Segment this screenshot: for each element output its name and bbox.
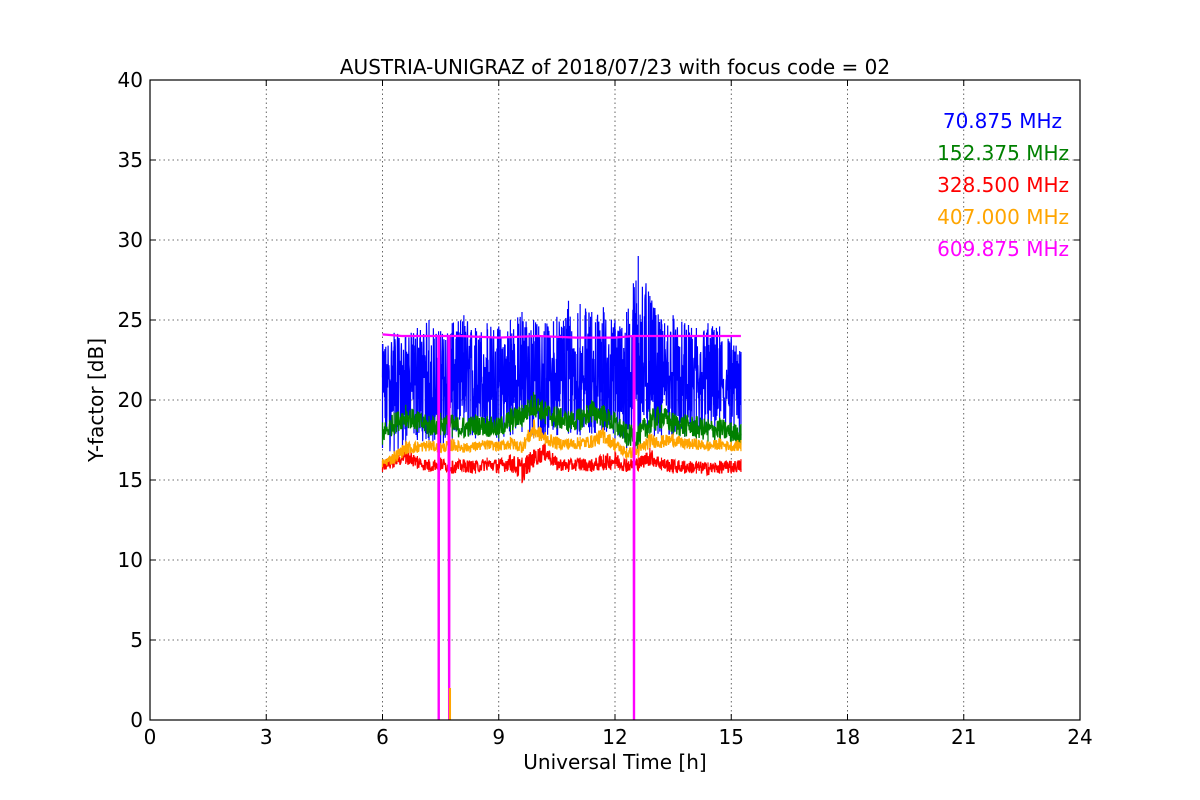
legend: 70.875 MHz 152.375 MHz 328.500 MHz 407.000 … <box>937 109 1069 261</box>
x-tick-label: 15 <box>719 725 744 749</box>
series-152-375-mhz <box>381 392 742 450</box>
legend-entry-328-500-mhz: 328.500 MHz <box>937 173 1069 197</box>
legend-entry-70-875-mhz: 70.875 MHz <box>943 109 1062 133</box>
y-tick-label: 15 <box>118 468 143 492</box>
x-tick-label: 12 <box>602 725 627 749</box>
legend-entry-609-875-mhz: 609.875 MHz <box>937 237 1069 261</box>
x-axis-label: Universal Time [h] <box>523 750 706 774</box>
chart-title: AUSTRIA-UNIGRAZ of 2018/07/23 with focus… <box>340 55 890 79</box>
y-tick-label: 20 <box>118 388 143 412</box>
series-407-000-mhz <box>381 419 742 468</box>
series-line <box>381 419 742 466</box>
series-line <box>381 443 742 483</box>
plot-area <box>381 256 742 721</box>
y-tick-label: 35 <box>118 148 143 172</box>
legend-entry-407-000-mhz: 407.000 MHz <box>937 205 1069 229</box>
x-tick-label: 9 <box>492 725 505 749</box>
series-line <box>381 394 742 449</box>
x-tick-label: 3 <box>260 725 273 749</box>
x-tick-label: 24 <box>1067 725 1092 749</box>
y-tick-label: 5 <box>130 628 143 652</box>
x-tick-label: 18 <box>835 725 860 749</box>
series-line <box>381 280 742 452</box>
legend-entry-152-375-mhz: 152.375 MHz <box>937 141 1069 165</box>
y-tick-label: 25 <box>118 308 143 332</box>
y-axis-label: Y-factor [dB] <box>84 338 108 463</box>
y-tick-label: 30 <box>118 228 143 252</box>
series-70-875-mhz <box>381 256 742 456</box>
y-tick-label: 10 <box>118 548 143 572</box>
y-tick-label: 0 <box>130 708 143 732</box>
x-tick-label: 6 <box>376 725 389 749</box>
y-tick-label: 40 <box>118 68 143 92</box>
x-tick-label: 21 <box>951 725 976 749</box>
axis-ticks: 0 3 6 9 12 15 18 21 24 0 5 10 15 20 25 30 35 40 <box>118 68 1093 749</box>
x-tick-label: 0 <box>144 725 157 749</box>
